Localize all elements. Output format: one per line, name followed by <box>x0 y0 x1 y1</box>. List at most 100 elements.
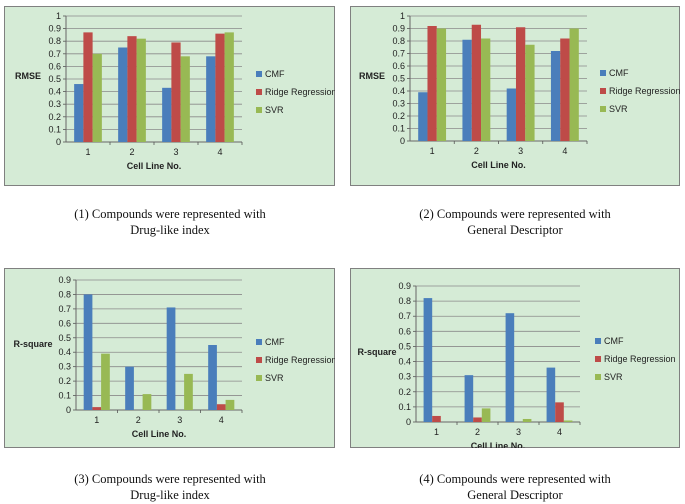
y-tick-label: 0.3 <box>48 99 61 109</box>
chart-caption-3: (3) Compounds were represented with Drug… <box>74 472 266 502</box>
chart-panel-2: 0 0.1 0.2 0.3 0.4 0.5 0.6 0.7 0.8 0.9 1 1 2 3 4 RMSE Cel… <box>350 6 680 186</box>
x-tick-label: 4 <box>557 427 562 437</box>
bar <box>136 38 146 142</box>
y-tick-label: 0.8 <box>392 36 405 46</box>
bar <box>166 307 176 410</box>
legend-swatch <box>256 375 262 381</box>
y-tick-label: 0.4 <box>58 347 71 357</box>
x-tick-label: 2 <box>129 147 134 157</box>
y-tick-label: 0.7 <box>48 49 61 59</box>
bar <box>505 313 515 422</box>
y-tick-label: 0.3 <box>58 362 71 372</box>
bar <box>125 366 134 410</box>
y-tick-label: 0.1 <box>58 391 71 401</box>
bar <box>546 367 556 422</box>
legend-swatch <box>256 71 262 77</box>
y-axis-title: RMSE <box>359 71 385 81</box>
chart-panel-1: 0 0.1 0.2 0.3 0.4 0.5 0.6 0.7 0.8 0.9 1 1 2 3 4 RMSE Cel… <box>4 6 335 186</box>
legend-label: SVR <box>265 105 284 115</box>
x-tick-label: 3 <box>177 415 182 425</box>
y-tick-label: 0.2 <box>398 387 411 397</box>
bar <box>471 24 482 141</box>
y-tick-label: 0.7 <box>58 304 71 314</box>
bar <box>560 38 570 141</box>
legend-label: CMF <box>265 69 285 79</box>
x-tick-label: 4 <box>562 146 567 156</box>
y-tick-label: 0.6 <box>392 61 405 71</box>
bar <box>522 418 532 422</box>
legend-swatch <box>256 107 262 113</box>
bar <box>427 26 437 141</box>
bar <box>563 420 573 422</box>
bar <box>432 415 441 422</box>
y-axis-title: R-square <box>357 347 396 357</box>
y-tick-label: 0.8 <box>48 36 61 46</box>
y-tick-label: 0.2 <box>48 112 61 122</box>
bar <box>171 42 181 142</box>
bar <box>515 27 526 141</box>
legend-swatch <box>595 356 601 362</box>
x-tick-label: 1 <box>430 146 435 156</box>
legend-swatch <box>595 374 601 380</box>
y-tick-label: 0.4 <box>398 357 411 367</box>
y-tick-label: 0.6 <box>398 326 411 336</box>
y-tick-label: 0.7 <box>392 49 405 59</box>
x-tick-label: 1 <box>94 415 99 425</box>
bar <box>569 28 579 141</box>
y-tick-label: 0.9 <box>58 275 71 285</box>
legend-label: SVR <box>265 373 284 383</box>
y-tick-label: 0.9 <box>392 24 405 34</box>
y-tick-label: 0.4 <box>48 87 61 97</box>
bar <box>550 51 561 141</box>
legend-label: CMF <box>265 337 285 347</box>
bar <box>215 33 225 142</box>
y-axis-title: RMSE <box>15 71 41 81</box>
legend-swatch <box>600 70 606 76</box>
y-tick-label: 0.4 <box>392 86 405 96</box>
y-tick-label: 0.3 <box>398 372 411 382</box>
bar <box>481 38 491 141</box>
x-tick-label: 2 <box>136 415 141 425</box>
bar <box>118 47 128 142</box>
bar <box>92 53 102 142</box>
bar <box>162 87 172 142</box>
bar <box>418 92 428 141</box>
chart-svg: 0 0.1 0.2 0.3 0.4 0.5 0.6 0.7 0.8 0.9 1 1 2 3 4 RMSE Cel… <box>4 6 335 186</box>
y-tick-label: 0.1 <box>48 124 61 134</box>
y-tick-label: 0.5 <box>48 74 61 84</box>
x-axis-title: Cell Line No. <box>132 429 187 439</box>
chart-svg: 0 0.1 0.2 0.3 0.4 0.5 0.6 0.7 0.8 0.9 1 1 2 3 4 RMSE Cel… <box>350 6 680 186</box>
legend-swatch <box>256 357 262 363</box>
x-tick-label: 1 <box>434 427 439 437</box>
x-tick-label: 3 <box>173 147 178 157</box>
y-tick-label: 0.7 <box>398 311 411 321</box>
bar <box>481 408 491 422</box>
y-tick-label: 0.5 <box>392 74 405 84</box>
chart-panel-4: 0 0.1 0.2 0.3 0.4 0.5 0.6 0.7 0.8 0.9 1 2 3 4 R-square… <box>350 268 680 448</box>
legend-label: Ridge Regression <box>604 354 676 364</box>
bar <box>473 417 482 422</box>
legend-label: Ridge Regression <box>265 355 335 365</box>
bar <box>436 28 447 141</box>
legend-swatch <box>256 339 262 345</box>
bar <box>555 402 564 422</box>
bar <box>180 56 190 142</box>
x-tick-label: 2 <box>474 146 479 156</box>
y-tick-label: 0.5 <box>58 333 71 343</box>
x-tick-label: 3 <box>516 427 521 437</box>
y-tick-label: 0 <box>66 405 71 415</box>
x-tick-label: 1 <box>85 147 90 157</box>
y-tick-label: 0 <box>56 137 61 147</box>
chart-caption-1: (1) Compounds were represented with Drug… <box>74 207 266 237</box>
y-tick-label: 0.6 <box>58 318 71 328</box>
bar <box>225 399 235 410</box>
bar <box>83 32 93 142</box>
bar <box>208 345 217 410</box>
y-tick-label: 0.8 <box>58 289 71 299</box>
y-tick-label: 0.5 <box>398 341 411 351</box>
y-tick-label: 1 <box>400 11 405 21</box>
legend-label: CMF <box>604 336 624 346</box>
y-tick-label: 0.2 <box>392 111 405 121</box>
x-axis-title: Cell Line No. <box>127 161 182 171</box>
x-tick-label: 4 <box>217 147 222 157</box>
